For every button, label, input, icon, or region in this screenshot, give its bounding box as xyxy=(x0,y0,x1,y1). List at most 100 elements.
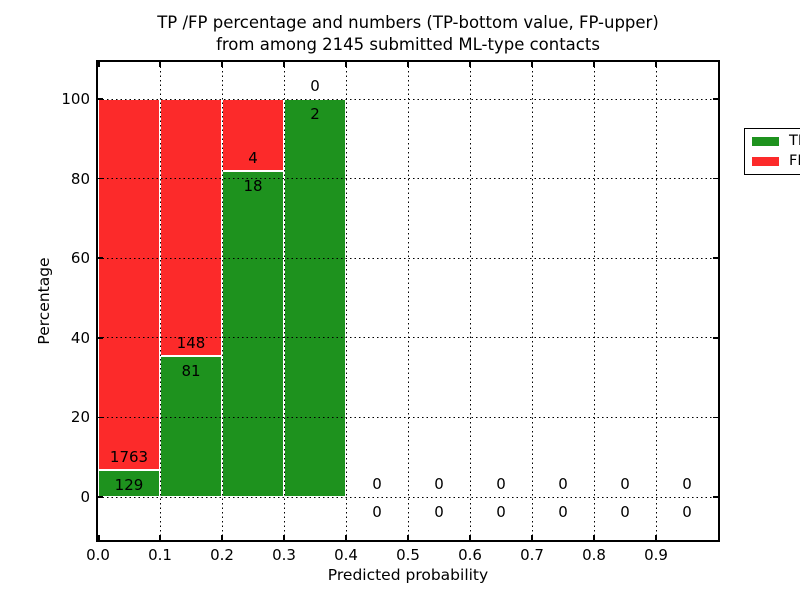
chart-title-line2: from among 2145 submitted ML-type contac… xyxy=(216,35,600,54)
x-tick-bottom xyxy=(655,535,657,540)
legend: TP FP xyxy=(744,128,800,175)
x-tick-bottom xyxy=(345,535,347,540)
tp-swatch-icon xyxy=(752,137,779,146)
x-tick-label: 0.0 xyxy=(86,546,110,564)
legend-row-tp: TP xyxy=(752,134,800,149)
bar-labels-layer: 1763 129 148 81 4 18 0 2 0 0 0 0 0 0 0 0 0 0 0 0 xyxy=(98,62,718,540)
tp-count-label: 0 xyxy=(434,503,444,522)
x-tick-bottom xyxy=(283,535,285,540)
tp-bar-segment xyxy=(284,99,346,497)
x-tick-label: 0.3 xyxy=(272,546,296,564)
y-tick-label: 100 xyxy=(61,90,90,108)
tp-bar-segment xyxy=(98,469,160,497)
v-gridline xyxy=(283,62,285,540)
fp-count-label: 0 xyxy=(558,475,568,494)
plot-area: 1763 129 148 81 4 18 0 2 0 0 0 0 0 0 0 0 0 0 0 0 TP FP xyxy=(96,60,800,542)
v-gridline xyxy=(407,62,409,540)
x-tick-top xyxy=(407,62,409,67)
y-tick-label: 0 xyxy=(80,488,90,507)
x-tick-bottom xyxy=(407,535,409,540)
x-tick-label: 0.1 xyxy=(148,546,172,564)
legend-label-tp: TP xyxy=(789,133,800,149)
fp-count-label: 4 xyxy=(248,149,258,168)
v-gridline xyxy=(469,62,471,540)
x-tick-top xyxy=(531,62,533,67)
tp-count-label: 0 xyxy=(558,503,568,522)
x-tick-top xyxy=(593,62,595,67)
v-gridline xyxy=(655,62,657,540)
tp-count-label: 129 xyxy=(114,475,144,494)
x-tick-label: 0.6 xyxy=(458,546,482,564)
y-tick-label: 80 xyxy=(70,169,90,188)
x-tick-bottom xyxy=(98,535,100,540)
fp-count-label: 0 xyxy=(496,475,506,494)
tp-count-label: 18 xyxy=(243,177,263,196)
x-tick-label: 0.8 xyxy=(582,546,606,564)
x-tick-top xyxy=(221,62,223,67)
y-tick-right xyxy=(713,496,718,498)
legend-label-fp: FP xyxy=(789,153,800,169)
x-tick-top xyxy=(159,62,161,67)
tp-count-label: 0 xyxy=(496,503,506,522)
tp-count-label: 0 xyxy=(372,503,382,522)
y-tick-right xyxy=(713,337,718,339)
grid-layer xyxy=(98,62,718,540)
x-tick-bottom xyxy=(221,535,223,540)
ticks-layer xyxy=(98,62,718,540)
v-gridline xyxy=(159,62,161,540)
x-tick-label: 0.2 xyxy=(210,546,234,564)
tp-count-label: 81 xyxy=(181,362,201,381)
fp-count-label: 0 xyxy=(434,475,444,494)
fp-count-label: 148 xyxy=(176,334,206,353)
y-tick-left xyxy=(98,337,103,339)
x-tick-bottom xyxy=(593,535,595,540)
fp-count-label: 1763 xyxy=(109,447,149,466)
v-gridline xyxy=(345,62,347,540)
v-gridline xyxy=(593,62,595,540)
v-gridline xyxy=(531,62,533,540)
tp-bar-segment xyxy=(160,356,222,497)
y-tick-right xyxy=(713,257,718,259)
x-tick-top xyxy=(283,62,285,67)
tp-bar-segment xyxy=(222,171,284,497)
x-tick-top xyxy=(469,62,471,67)
y-tick-right xyxy=(713,98,718,100)
tp-count-label: 2 xyxy=(310,105,320,123)
y-tick-label: 20 xyxy=(70,408,90,427)
y-tick-left xyxy=(98,177,103,180)
legend-row-fp: FP xyxy=(752,154,800,169)
x-tick-label: 0.5 xyxy=(396,546,420,564)
tp-count-label: 0 xyxy=(620,503,630,522)
fp-count-label: 0 xyxy=(682,475,692,494)
x-tick-top xyxy=(655,62,657,67)
chart-title: TP /FP percentage and numbers (TP-bottom… xyxy=(98,12,718,56)
fp-count-label: 0 xyxy=(620,475,630,494)
fp-count-label: 0 xyxy=(372,475,382,494)
x-tick-bottom xyxy=(469,535,471,540)
y-tick-label: 60 xyxy=(70,249,90,268)
x-tick-top xyxy=(98,62,100,67)
y-tick-right xyxy=(713,416,718,419)
x-tick-bottom xyxy=(531,535,533,540)
y-tick-left xyxy=(98,98,103,100)
x-tick-label: 0.9 xyxy=(644,546,668,564)
fp-count-label: 0 xyxy=(310,77,320,95)
x-tick-label: 0.7 xyxy=(520,546,544,564)
tp-count-label: 0 xyxy=(682,503,692,522)
x-axis-label: Predicted probability xyxy=(327,566,489,584)
fp-bar-segment xyxy=(98,99,160,470)
x-tick-bottom xyxy=(159,535,161,540)
fp-swatch-icon xyxy=(752,157,779,166)
y-tick-left xyxy=(98,496,103,498)
v-gridline xyxy=(221,62,223,540)
y-tick-left xyxy=(98,416,103,419)
y-tick-left xyxy=(98,257,103,259)
x-tick-top xyxy=(345,62,347,67)
fp-bar-segment xyxy=(222,99,284,172)
chart-title-line1: TP /FP percentage and numbers (TP-bottom… xyxy=(157,13,659,32)
y-tick-right xyxy=(713,177,718,180)
bars-layer xyxy=(98,62,718,540)
y-tick-label: 40 xyxy=(70,328,90,347)
x-tick-label: 0.4 xyxy=(334,546,358,564)
